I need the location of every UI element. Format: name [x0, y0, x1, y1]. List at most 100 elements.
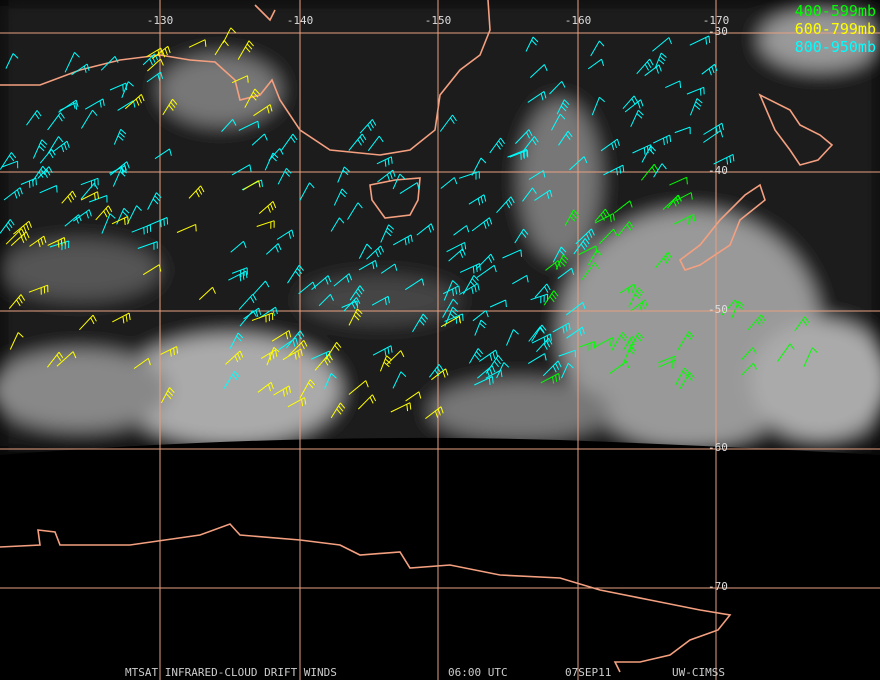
wind-barb	[223, 371, 240, 389]
wind-barb	[56, 351, 77, 367]
wind-barb	[358, 259, 378, 271]
wind-barb	[475, 253, 495, 270]
wind-barb	[485, 369, 503, 379]
wind-barb	[111, 216, 129, 226]
wind-barb	[549, 80, 566, 95]
wind-barb	[674, 367, 690, 386]
wind-barb	[679, 372, 695, 389]
wind-barb	[777, 343, 795, 362]
wind-barb	[330, 402, 346, 419]
wind-barb	[314, 353, 333, 371]
wind-barb	[677, 331, 694, 351]
wind-barb	[689, 98, 703, 116]
wind-barb	[299, 379, 316, 399]
wind-barb	[229, 332, 244, 349]
wind-barb	[225, 350, 244, 365]
wind-barb	[330, 217, 345, 232]
graticule-labels: -130 -140 -150 -160 -170-30 -40 -50 -60 -70	[147, 14, 730, 593]
wind-barb	[349, 285, 365, 301]
wind-barb	[276, 229, 295, 240]
wind-barb	[674, 213, 696, 225]
wind-barb	[39, 185, 58, 194]
wind-barb	[636, 58, 654, 75]
wind-barb	[116, 207, 130, 225]
wind-barb	[587, 249, 602, 266]
wind-barb	[147, 192, 162, 210]
wind-barb	[713, 153, 735, 165]
wind-barb	[578, 245, 598, 256]
wind-barb	[146, 71, 164, 83]
wind-barb	[458, 171, 480, 180]
wind-barb	[357, 394, 377, 410]
wind-barb	[599, 228, 618, 244]
longitude-label: -150	[425, 14, 452, 27]
wind-barb	[628, 287, 644, 308]
wind-barb	[628, 332, 644, 353]
wind-barb	[496, 362, 510, 379]
wind-barb	[740, 347, 757, 361]
latitude-label: -50	[708, 303, 728, 316]
wind-barb	[619, 283, 637, 295]
wind-barb	[534, 283, 551, 298]
wind-barb	[674, 192, 693, 202]
wind-barb	[299, 182, 315, 202]
wind-barb	[603, 164, 625, 176]
wind-barb	[531, 333, 552, 344]
wind-barb	[109, 82, 127, 92]
wind-barb	[380, 224, 395, 243]
wind-barb	[703, 122, 724, 135]
wind-barb	[121, 81, 134, 98]
wind-barb	[282, 348, 303, 361]
wind-barb	[271, 330, 292, 342]
wind-barb	[348, 380, 369, 395]
wind-barb	[439, 114, 457, 132]
wind-barb	[221, 119, 237, 132]
wind-barb	[160, 346, 179, 357]
wind-barb	[325, 341, 342, 360]
legend-entry: 600-799mb	[795, 20, 876, 38]
wind-barb	[142, 264, 162, 276]
wind-barb	[265, 243, 282, 255]
wind-barb	[1, 160, 19, 169]
wind-barb	[348, 308, 363, 326]
wind-barb	[343, 297, 361, 312]
wind-barb	[188, 39, 207, 48]
wind-barb	[230, 240, 247, 253]
longitude-label: -140	[287, 14, 314, 27]
wind-barb	[109, 161, 130, 176]
wind-barb	[431, 368, 449, 381]
wind-barb	[630, 109, 644, 128]
wind-barb	[162, 98, 178, 116]
wind-barb	[124, 94, 145, 110]
wind-barb	[80, 182, 99, 200]
wind-barb	[228, 270, 248, 282]
footer: MTSAT INFRARED-CLOUD DRIFT WINDS 06:00 UT…	[125, 666, 725, 679]
wind-barb	[591, 96, 606, 116]
wind-barb	[594, 213, 615, 224]
wind-barb	[557, 267, 575, 279]
wind-barb	[154, 148, 172, 160]
wind-barb	[590, 40, 605, 57]
footer-text: 07SEP11	[565, 666, 611, 679]
wind-barb	[273, 385, 291, 397]
wind-barb	[31, 165, 48, 182]
latitude-label: -30	[708, 25, 728, 38]
wind-barb	[552, 246, 567, 263]
wind-barb	[79, 314, 97, 331]
wind-barb	[137, 241, 158, 250]
wind-barb	[552, 322, 571, 334]
wind-barb	[268, 148, 284, 161]
wind-barb	[502, 249, 522, 259]
wind-barb	[665, 80, 682, 89]
wind-barb	[238, 120, 260, 131]
wind-barb	[478, 349, 499, 362]
coastlines	[0, 0, 834, 673]
wind-barb	[251, 133, 268, 146]
wind-barb	[471, 157, 487, 176]
wind-barb	[288, 339, 308, 357]
wind-barb	[741, 362, 758, 376]
wind-barb	[566, 326, 585, 339]
wind-barbs	[0, 27, 818, 419]
wind-barb	[440, 177, 458, 189]
wind-barb	[527, 353, 547, 365]
